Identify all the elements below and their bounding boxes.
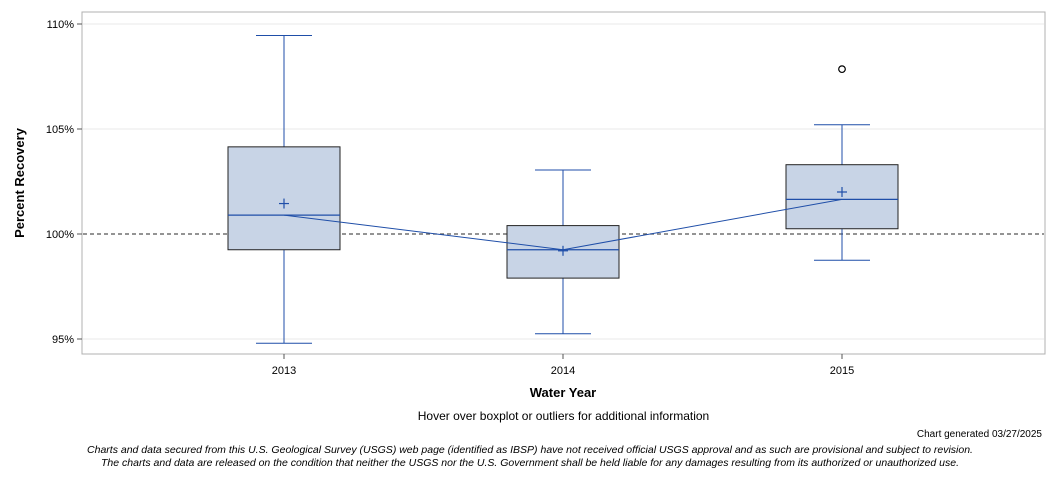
y-axis: 95% 100% 105% 110% bbox=[46, 19, 82, 346]
x-tick-label: 2014 bbox=[551, 365, 575, 377]
outlier-point[interactable] bbox=[838, 65, 846, 74]
boxplot-2015[interactable] bbox=[785, 65, 899, 261]
x-axis-title: Water Year bbox=[530, 385, 597, 400]
y-tick-label: 105% bbox=[46, 124, 74, 136]
iqr-box[interactable] bbox=[227, 146, 341, 251]
grid-layer bbox=[83, 23, 1044, 340]
boxplot-chart: 95% 100% 105% 110% 2013 2014 2015 Percent Rec… bbox=[12, 11, 1046, 400]
chart-generated-date: Chart generated 03/27/2025 bbox=[916, 429, 1042, 440]
x-tick-label: 2013 bbox=[272, 365, 296, 377]
boxplot-2014[interactable] bbox=[506, 169, 620, 335]
y-axis-title: Percent Recovery bbox=[12, 127, 27, 238]
median-trend-line bbox=[283, 198, 843, 251]
x-tick-label: 2015 bbox=[830, 365, 854, 377]
disclaimer-line-1: Charts and data secured from this U.S. G… bbox=[87, 444, 973, 456]
y-tick-label: 95% bbox=[52, 334, 74, 346]
hover-note: Hover over boxplot or outliers for addit… bbox=[417, 409, 710, 423]
x-axis: 2013 2014 2015 bbox=[272, 354, 854, 377]
y-tick-label: 110% bbox=[47, 19, 75, 31]
boxes-layer[interactable] bbox=[227, 35, 899, 344]
disclaimer: Charts and data secured from this U.S. G… bbox=[0, 444, 1056, 470]
disclaimer-line-2: The charts and data are released on the … bbox=[101, 457, 959, 469]
y-tick-label: 100% bbox=[46, 229, 74, 241]
boxplot-2013[interactable] bbox=[227, 35, 341, 344]
